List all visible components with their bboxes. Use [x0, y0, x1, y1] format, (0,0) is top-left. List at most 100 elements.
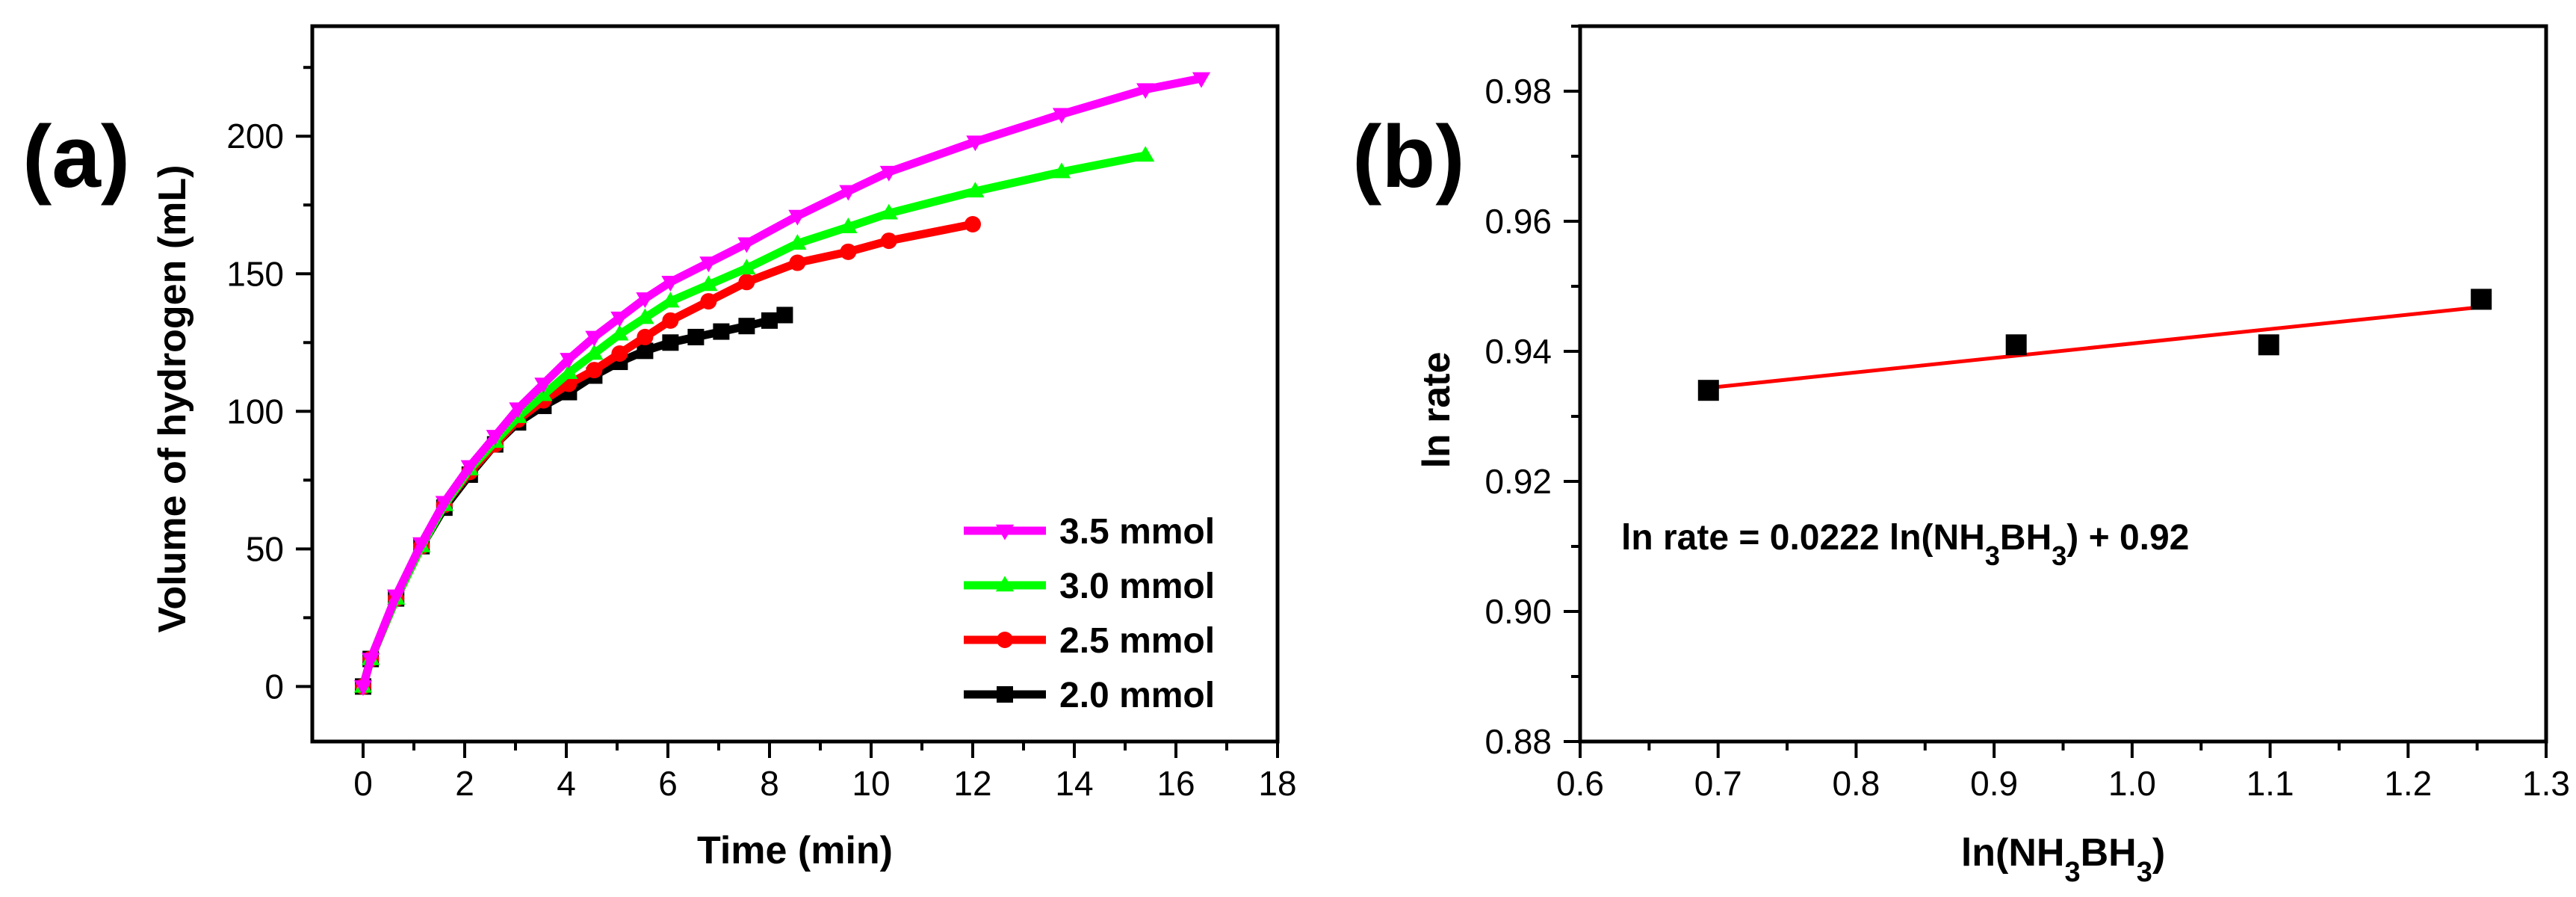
y-tick-label: 0.96: [1484, 202, 1552, 241]
y-tick-label: 200: [226, 117, 284, 155]
x-tick-label: 0: [353, 764, 373, 803]
data-point: [460, 460, 479, 476]
data-point: [1136, 83, 1155, 99]
text-part: BH: [2081, 831, 2137, 875]
data-point: [738, 318, 755, 335]
data-point: [636, 308, 654, 324]
data-point: [610, 324, 629, 341]
x-tick-label: 2: [455, 764, 474, 803]
data-point: [486, 430, 504, 446]
data-point: [637, 342, 654, 360]
y-tick-label: 0.88: [1484, 722, 1552, 761]
series-line-2-5-mmol: [359, 220, 977, 691]
data-point: [687, 328, 705, 345]
y-tick-label: 100: [226, 392, 284, 431]
data-point: [412, 537, 431, 553]
data-point: [387, 589, 406, 605]
data-point: [1052, 162, 1071, 179]
data-point: [737, 259, 756, 275]
text-part: ) + 0.92: [2066, 518, 2189, 558]
data-point: [700, 293, 717, 310]
legend-label: 3.5 mmol: [1059, 512, 1215, 552]
data-point: [435, 496, 453, 512]
data-point: [840, 243, 857, 260]
x-tick-label: 1.2: [2384, 764, 2432, 803]
data-point: [788, 209, 807, 226]
data-point: [713, 323, 730, 340]
data-point: [585, 344, 604, 360]
data-point: [534, 377, 553, 394]
data-point: [776, 306, 793, 324]
text-part: ): [2152, 831, 2165, 875]
data-point: [1697, 380, 1719, 401]
y-tick-label: 0.98: [1484, 72, 1552, 111]
panel-a: (a) 0 2 4 6 8 10 12 14 16 18 0 50 100 150 200 Time (min)…: [22, 24, 1297, 872]
x-tick-label: 0.8: [1832, 764, 1880, 803]
data-point: [610, 311, 629, 327]
legend-marker: [997, 632, 1013, 648]
data-point: [611, 345, 628, 363]
data-point: [362, 653, 380, 669]
x-axis-title: Time (min): [697, 829, 893, 872]
x-tick-label: 0.6: [1556, 764, 1604, 803]
data-point: [839, 185, 858, 201]
data-point: [662, 312, 679, 329]
text-part: ln rate = 0.0222 ln(NH: [1621, 518, 1985, 558]
y-tick-label: 50: [246, 529, 284, 568]
legend-marker: [997, 686, 1013, 703]
x-tick-label: 8: [760, 764, 779, 803]
data-point: [880, 232, 897, 250]
data-point: [560, 353, 578, 369]
x-tick-label: 0.9: [1970, 764, 2018, 803]
y-tick-label: 0: [264, 667, 284, 706]
legend-marker: [995, 524, 1015, 540]
x-tick-label: 0.7: [1694, 764, 1742, 803]
data-point: [637, 328, 654, 345]
subscript: 3: [2064, 857, 2080, 888]
y-tick-label: 0.92: [1484, 462, 1552, 501]
x-tick-label: 12: [953, 764, 991, 803]
y-tick-label: 150: [226, 254, 284, 293]
data-point: [2471, 289, 2492, 310]
x-tick-label: 1.3: [2522, 764, 2570, 803]
subscript: 3: [2052, 540, 2066, 571]
legend-label: 3.0 mmol: [1059, 567, 1215, 606]
data-point: [662, 334, 679, 351]
data-point: [661, 276, 680, 292]
panel-label-a: (a): [22, 108, 130, 206]
legend-marker: [995, 576, 1015, 592]
data-point: [879, 203, 898, 220]
x-tick-label: 10: [852, 764, 890, 803]
x-tick-label: 14: [1055, 764, 1093, 803]
x-tick-label: 1.0: [2108, 764, 2156, 803]
x-tick-label: 6: [658, 764, 678, 803]
data-point: [353, 680, 373, 697]
fit-line: [1708, 305, 2482, 390]
data-point: [699, 275, 718, 292]
data-point: [1192, 72, 1211, 88]
data-point: [788, 234, 807, 250]
data-point: [2258, 334, 2279, 356]
data-point: [966, 182, 985, 198]
data-point: [636, 292, 654, 309]
panel-label-b: (b): [1352, 108, 1465, 206]
data-point: [2005, 334, 2027, 356]
panel-b: (b) 0.6 0.7 0.8 0.9 1.0 1.1 1.2 1.3 0.88 0.90 0.92 0…: [1352, 24, 2570, 888]
x-tick-label: 1.1: [2247, 764, 2294, 803]
data-point: [509, 402, 527, 419]
data-point: [560, 363, 578, 380]
data-point: [738, 274, 755, 291]
legend-label: 2.5 mmol: [1059, 621, 1215, 661]
subscript: 3: [1985, 540, 2000, 571]
data-point: [661, 292, 680, 308]
data-point: [965, 216, 981, 233]
y-axis-title: ln rate: [1415, 351, 1458, 468]
text-part: ln(NH: [1961, 831, 2065, 875]
data-point: [585, 330, 604, 347]
data-point: [879, 165, 898, 182]
data-point: [789, 254, 806, 271]
y-tick-label: 0.90: [1484, 592, 1552, 631]
legend-label: 2.0 mmol: [1059, 676, 1215, 715]
